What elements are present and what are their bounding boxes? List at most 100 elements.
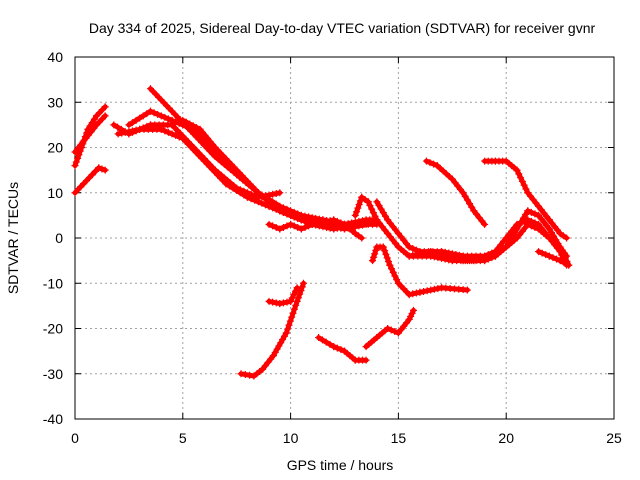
data-point-marker — [293, 297, 301, 305]
data-point-marker — [91, 167, 99, 175]
data-point-marker — [515, 170, 523, 178]
data-point-marker — [391, 272, 399, 280]
data-point-marker — [455, 251, 463, 259]
data-point-marker — [423, 287, 431, 295]
data-point-marker — [383, 254, 391, 262]
data-point-marker — [319, 218, 327, 226]
data-point-marker — [315, 219, 323, 227]
y-tick-label: -40 — [43, 411, 63, 427]
data-point-marker — [287, 220, 295, 228]
data-point-marker — [513, 225, 521, 233]
data-point-marker — [351, 211, 359, 219]
data-point-marker — [405, 243, 413, 251]
data-point-marker — [556, 257, 564, 265]
data-point-marker — [333, 217, 341, 225]
data-point-marker — [110, 121, 118, 129]
data-point-marker — [441, 255, 449, 263]
data-point-marker — [553, 255, 561, 263]
data-point-marker — [388, 265, 396, 273]
x-tick-label: 15 — [391, 430, 407, 446]
data-point-marker — [143, 110, 151, 118]
series-arc22 — [363, 307, 416, 350]
data-point-marker — [522, 185, 530, 193]
data-point-marker — [168, 116, 176, 124]
data-point-marker — [370, 253, 378, 261]
data-point-marker — [405, 291, 413, 299]
data-point-marker — [301, 223, 309, 231]
data-point-marker — [409, 306, 417, 314]
data-point-marker — [381, 247, 389, 255]
data-point-marker — [565, 261, 573, 269]
data-point-marker — [279, 299, 287, 307]
data-point-marker — [545, 225, 553, 233]
data-point-marker — [290, 222, 298, 230]
data-point-marker — [125, 128, 133, 136]
y-tick-label: -10 — [43, 275, 63, 291]
data-point-marker — [393, 276, 401, 284]
data-point-marker — [337, 346, 345, 354]
data-point-marker — [286, 317, 294, 325]
data-point-marker — [229, 184, 237, 192]
data-point-marker — [272, 299, 280, 307]
data-point-marker — [509, 232, 517, 240]
data-point-marker — [519, 214, 527, 222]
data-point-marker — [438, 248, 446, 256]
ticks-layer: 0 5 10 15 20 25 -40 -30 -20 -10 0 10 20 30 40 — [43, 49, 622, 446]
data-point-marker — [535, 248, 543, 256]
data-point-marker — [354, 204, 362, 212]
data-point-marker — [384, 325, 392, 332]
data-point-marker — [409, 290, 417, 298]
data-point-marker — [288, 313, 296, 321]
data-point-marker — [237, 370, 245, 378]
y-axis-title: SDTVAR / TECUs — [5, 182, 21, 294]
data-point-marker — [72, 158, 80, 166]
data-point-marker — [560, 259, 568, 267]
data-point-marker — [247, 195, 255, 203]
data-point-marker — [373, 198, 381, 206]
data-point-marker — [547, 229, 555, 237]
data-point-marker — [560, 250, 568, 258]
data-point-marker — [364, 198, 372, 206]
data-point-marker — [287, 211, 295, 219]
data-point-marker — [294, 223, 302, 231]
data-point-marker — [157, 112, 165, 120]
data-point-marker — [542, 251, 550, 259]
data-point-marker — [330, 216, 338, 224]
data-point-marker — [289, 309, 297, 317]
data-point-marker — [284, 325, 292, 333]
data-point-marker — [312, 220, 320, 228]
data-point-marker — [261, 201, 269, 209]
data-point-marker — [527, 208, 535, 216]
data-point-marker — [355, 217, 363, 225]
data-point-marker — [430, 160, 438, 168]
y-tick-label: 10 — [47, 185, 63, 201]
data-point-marker — [445, 256, 453, 264]
data-point-marker — [279, 223, 287, 231]
data-point-marker — [236, 189, 244, 197]
data-point-marker — [291, 287, 299, 295]
data-point-marker — [139, 112, 147, 120]
data-point-marker — [524, 216, 532, 224]
data-point-marker — [416, 288, 424, 296]
data-point-marker — [272, 223, 280, 231]
data-point-marker — [379, 209, 387, 217]
data-point-marker — [369, 257, 377, 265]
series-layer — [71, 85, 573, 380]
data-point-marker — [101, 112, 109, 120]
data-point-marker — [101, 166, 109, 174]
data-point-marker — [132, 126, 140, 134]
data-point-marker — [463, 196, 471, 204]
data-point-marker — [550, 232, 558, 240]
data-point-marker — [441, 248, 449, 256]
data-point-marker — [283, 210, 291, 218]
data-point-marker — [297, 286, 305, 294]
data-point-marker — [481, 252, 489, 260]
data-point-marker — [507, 236, 515, 244]
data-point-marker — [269, 190, 277, 198]
data-point-marker — [258, 199, 266, 207]
data-point-marker — [283, 222, 291, 230]
data-point-marker — [563, 234, 571, 242]
data-point-marker — [518, 177, 526, 185]
data-point-marker — [240, 191, 248, 199]
data-point-marker — [379, 243, 387, 251]
